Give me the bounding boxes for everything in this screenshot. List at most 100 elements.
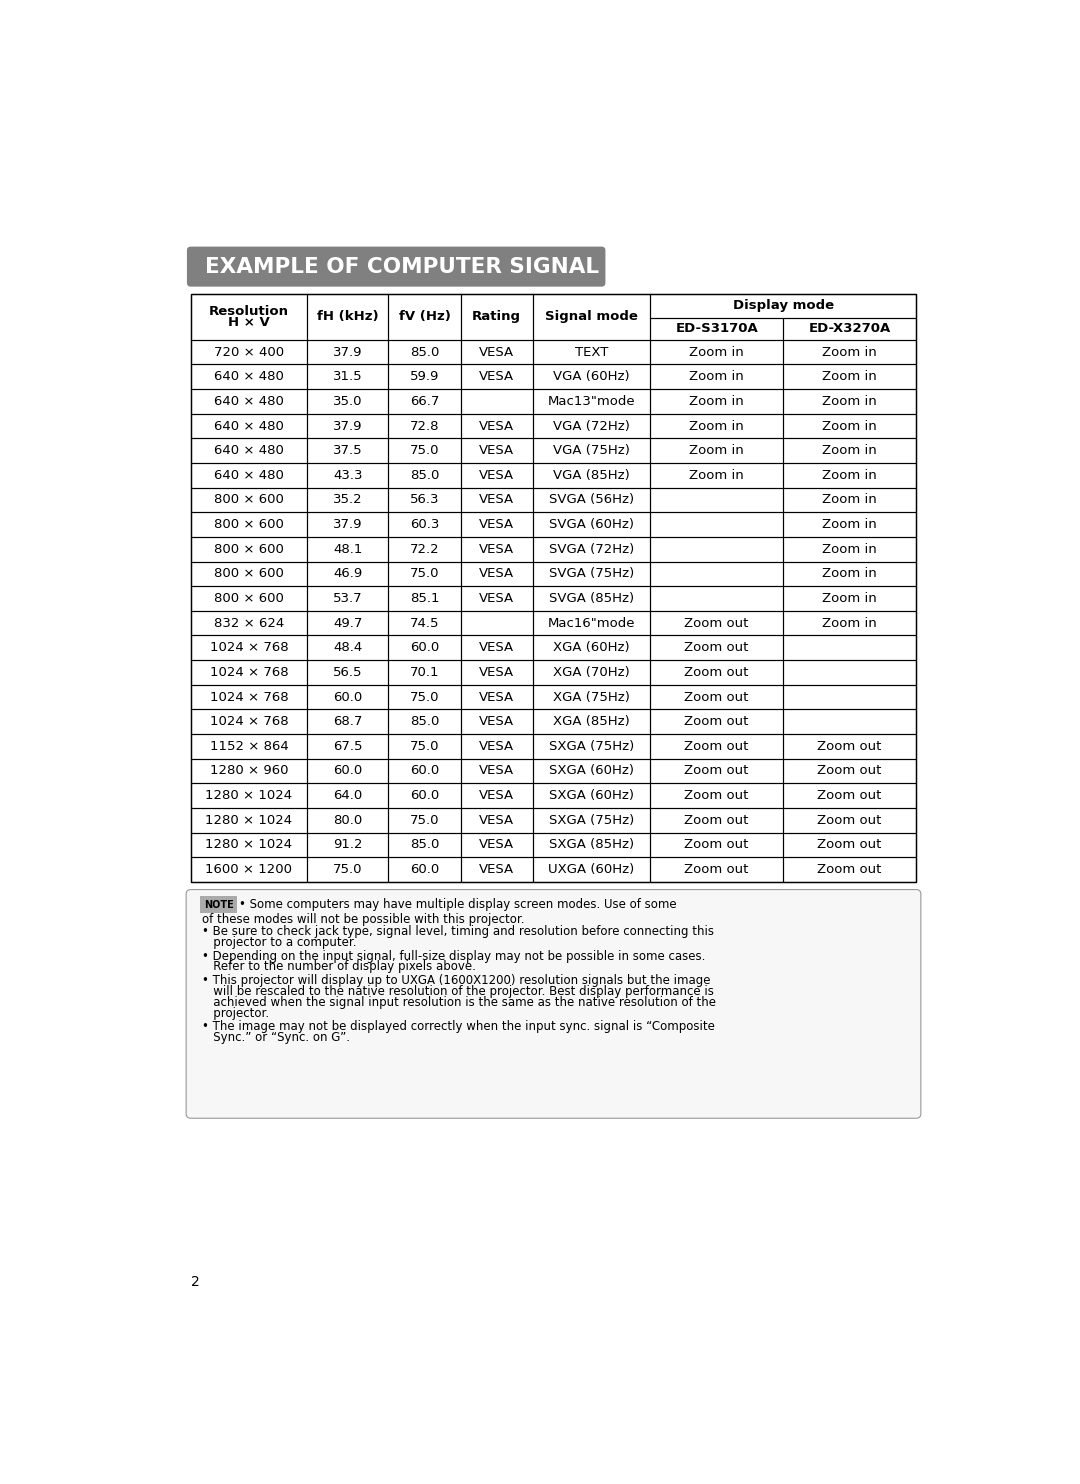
Bar <box>389 833 460 858</box>
Text: VESA: VESA <box>478 690 514 703</box>
Text: 1600 × 1200: 1600 × 1200 <box>205 864 293 876</box>
Text: 68.7: 68.7 <box>333 715 363 729</box>
Text: Zoom in: Zoom in <box>822 370 877 383</box>
Bar <box>191 833 307 858</box>
Text: 48.1: 48.1 <box>333 543 363 555</box>
Text: XGA (60Hz): XGA (60Hz) <box>553 641 630 654</box>
Text: VESA: VESA <box>478 789 514 803</box>
Text: 85.0: 85.0 <box>409 715 440 729</box>
Bar <box>307 537 389 561</box>
Bar <box>783 611 916 635</box>
Text: Mac16"mode: Mac16"mode <box>548 617 635 629</box>
Bar <box>532 611 650 635</box>
Text: 49.7: 49.7 <box>333 617 363 629</box>
Text: Zoom in: Zoom in <box>689 395 744 408</box>
Bar <box>650 463 783 488</box>
Text: VESA: VESA <box>478 543 514 555</box>
Text: Zoom in: Zoom in <box>822 420 877 432</box>
Bar <box>191 365 307 389</box>
Bar <box>460 463 532 488</box>
Bar <box>307 389 389 414</box>
Text: Zoom in: Zoom in <box>822 617 877 629</box>
Bar <box>783 318 916 340</box>
Text: 31.5: 31.5 <box>333 370 363 383</box>
Text: 640 × 480: 640 × 480 <box>214 469 284 482</box>
Bar <box>532 735 650 758</box>
Text: 800 × 600: 800 × 600 <box>214 494 284 506</box>
Bar <box>389 438 460 463</box>
Bar <box>460 389 532 414</box>
Text: of these modes will not be possible with this projector.: of these modes will not be possible with… <box>202 913 524 926</box>
Text: 59.9: 59.9 <box>409 370 440 383</box>
Bar <box>460 635 532 660</box>
Text: VESA: VESA <box>478 370 514 383</box>
Bar <box>460 660 532 684</box>
Bar <box>783 463 916 488</box>
Text: Zoom out: Zoom out <box>685 864 748 876</box>
Text: Zoom out: Zoom out <box>818 741 881 752</box>
Bar <box>460 512 532 537</box>
Bar <box>389 784 460 807</box>
Bar <box>783 389 916 414</box>
Bar <box>532 537 650 561</box>
Bar <box>307 758 389 784</box>
Text: Display mode: Display mode <box>732 300 834 313</box>
Bar <box>191 758 307 784</box>
Bar <box>532 414 650 438</box>
Text: Zoom in: Zoom in <box>689 370 744 383</box>
Bar <box>307 586 389 611</box>
FancyBboxPatch shape <box>200 896 238 913</box>
Bar <box>389 463 460 488</box>
Bar <box>191 438 307 463</box>
Text: 53.7: 53.7 <box>333 592 363 605</box>
Text: 640 × 480: 640 × 480 <box>214 395 284 408</box>
Text: VESA: VESA <box>478 444 514 457</box>
Bar <box>532 833 650 858</box>
Bar <box>307 807 389 833</box>
Bar <box>191 709 307 735</box>
Text: 60.0: 60.0 <box>333 690 363 703</box>
Text: 640 × 480: 640 × 480 <box>214 420 284 432</box>
Text: • Be sure to check jack type, signal level, timing and resolution before connect: • Be sure to check jack type, signal lev… <box>202 925 714 938</box>
Text: UXGA (60Hz): UXGA (60Hz) <box>549 864 635 876</box>
Bar <box>783 758 916 784</box>
Bar <box>460 709 532 735</box>
Text: fH (kHz): fH (kHz) <box>316 310 379 324</box>
Text: Zoom out: Zoom out <box>685 764 748 778</box>
Text: Zoom out: Zoom out <box>685 690 748 703</box>
Bar <box>307 438 389 463</box>
Text: 800 × 600: 800 × 600 <box>214 543 284 555</box>
Bar <box>307 512 389 537</box>
Text: 64.0: 64.0 <box>333 789 363 803</box>
Text: Zoom in: Zoom in <box>822 567 877 580</box>
Bar <box>532 463 650 488</box>
Text: 60.3: 60.3 <box>409 518 440 531</box>
Text: SXGA (60Hz): SXGA (60Hz) <box>549 789 634 803</box>
Text: VGA (60Hz): VGA (60Hz) <box>553 370 630 383</box>
Bar <box>191 537 307 561</box>
Text: Zoom in: Zoom in <box>689 469 744 482</box>
Text: Mac13"mode: Mac13"mode <box>548 395 635 408</box>
Bar <box>460 340 532 365</box>
Bar <box>191 340 307 365</box>
Text: 75.0: 75.0 <box>409 567 440 580</box>
Bar <box>307 463 389 488</box>
Bar <box>783 709 916 735</box>
Text: 37.9: 37.9 <box>333 518 363 531</box>
Text: Zoom out: Zoom out <box>818 864 881 876</box>
Text: 1152 × 864: 1152 × 864 <box>210 741 288 752</box>
Text: 800 × 600: 800 × 600 <box>214 567 284 580</box>
Text: ED-S3170A: ED-S3170A <box>675 322 758 335</box>
Text: VESA: VESA <box>478 864 514 876</box>
Bar <box>650 537 783 561</box>
Text: Zoom out: Zoom out <box>685 641 748 654</box>
Bar <box>783 635 916 660</box>
Bar <box>389 611 460 635</box>
Text: 75.0: 75.0 <box>409 813 440 827</box>
Text: 720 × 400: 720 × 400 <box>214 346 284 359</box>
Bar <box>783 807 916 833</box>
Bar <box>307 340 389 365</box>
Bar <box>650 758 783 784</box>
Bar <box>460 586 532 611</box>
Text: 35.2: 35.2 <box>333 494 363 506</box>
